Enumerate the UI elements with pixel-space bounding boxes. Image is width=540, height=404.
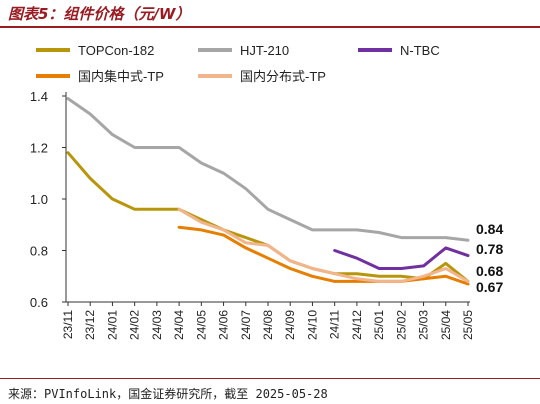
x-tick-label: 23/11: [61, 310, 75, 339]
legend-label-3: 国内集中式-TP: [78, 69, 164, 84]
x-tick-label: 24/03: [150, 310, 164, 340]
x-tick-label: 24/02: [128, 310, 142, 340]
x-tick-label: 24/04: [172, 310, 186, 340]
series-line-4: [177, 207, 470, 283]
y-tick-label: 1.2: [30, 141, 48, 156]
series-line-1: [66, 97, 470, 242]
price-line-chart: 0.6 0.8 1.0 1.2 1.4 23/11 23/12 24/01 24/02 24/03…: [30, 43, 504, 340]
x-tick-label: 24/07: [239, 310, 253, 340]
y-tick-label: 1.4: [30, 89, 48, 104]
x-tick-label: 25/01: [372, 310, 386, 340]
x-tick-label: 24/11: [328, 310, 342, 339]
y-tick-label: 1.0: [30, 192, 48, 207]
series-line-0: [66, 151, 470, 283]
x-tick-label: 25/02: [394, 310, 408, 340]
end-value-label: 0.78: [476, 241, 503, 257]
x-tick-label: 25/04: [439, 310, 453, 340]
series-line-2: [333, 246, 470, 270]
end-value-label: 0.67: [476, 279, 503, 295]
x-tick-label: 25/05: [461, 310, 475, 340]
end-value-label: 0.68: [476, 263, 503, 279]
legend-label-1: HJT-210: [240, 43, 289, 58]
legend-label-2: N-TBC: [400, 43, 440, 58]
title-bar: 图表5：组件价格（元/W）: [0, 0, 540, 28]
y-tick-label: 0.8: [30, 244, 48, 259]
chart-title: 图表5：组件价格（元/W）: [8, 5, 191, 23]
x-tick-label: 24/06: [217, 310, 231, 340]
legend-label-0: TOPCon-182: [78, 43, 154, 58]
source-note: 来源：PVInfoLink，国金证券研究所，截至 2025-05-28: [8, 387, 328, 401]
x-tick-label: 23/12: [83, 310, 97, 340]
x-tick-label: 24/01: [105, 310, 119, 340]
legend-label-4: 国内分布式-TP: [240, 69, 326, 84]
x-tick-label: 24/08: [261, 310, 275, 340]
x-tick-label: 24/09: [283, 310, 297, 340]
end-value-label: 0.84: [476, 221, 503, 237]
x-tick-label: 24/10: [305, 310, 319, 340]
x-tick-label: 24/12: [350, 310, 364, 340]
y-tick-label: 0.6: [30, 295, 48, 310]
x-tick-label: 25/03: [417, 310, 431, 340]
series-line-3: [177, 225, 470, 286]
source-bar: 来源：PVInfoLink，国金证券研究所，截至 2025-05-28: [0, 378, 540, 404]
x-tick-label: 24/05: [194, 310, 208, 340]
